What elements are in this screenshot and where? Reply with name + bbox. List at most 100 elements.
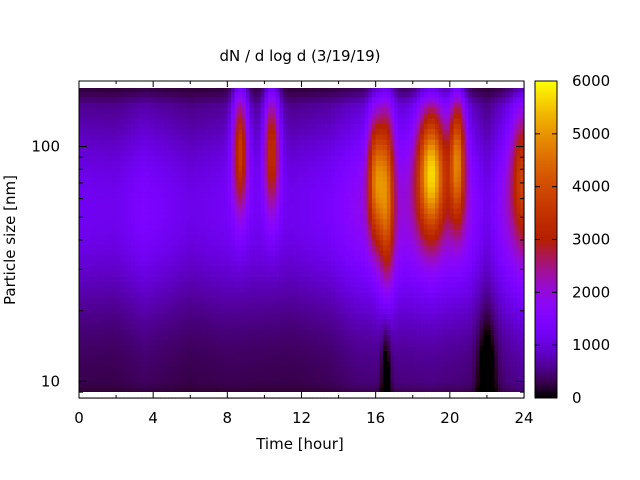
heatmap-cell xyxy=(383,186,388,193)
heatmap-cell xyxy=(297,139,303,145)
heatmap-cell xyxy=(234,112,240,119)
heatmap-cell xyxy=(101,218,106,225)
heatmap-cell xyxy=(253,102,258,109)
heatmap-cell xyxy=(156,197,162,204)
heatmap-cell xyxy=(331,313,336,320)
heatmap-cell xyxy=(171,302,177,309)
heatmap-cell xyxy=(364,191,369,198)
heatmap-cell xyxy=(190,308,195,315)
heatmap-cell xyxy=(186,329,191,336)
heatmap-cell xyxy=(208,86,214,93)
heatmap-cell xyxy=(127,244,132,251)
heatmap-cell xyxy=(282,308,288,315)
heatmap-cell xyxy=(308,387,314,394)
heatmap-cell xyxy=(216,371,221,378)
heatmap-cell xyxy=(227,297,232,304)
heatmap-cell xyxy=(238,234,243,241)
heatmap-cell xyxy=(86,144,91,151)
heatmap-cell xyxy=(290,366,295,373)
heatmap-cell xyxy=(379,107,384,114)
heatmap-cell xyxy=(119,207,125,214)
heatmap-cell xyxy=(242,387,247,394)
heatmap-cell xyxy=(149,366,154,373)
heatmap-cell xyxy=(223,91,228,98)
heatmap-cell xyxy=(331,181,336,188)
heatmap-cell xyxy=(353,207,358,214)
heatmap-cell xyxy=(175,318,180,325)
heatmap-cell xyxy=(260,361,266,367)
heatmap-cell xyxy=(231,149,236,156)
heatmap-cell xyxy=(171,260,177,267)
heatmap-cell xyxy=(379,334,384,341)
heatmap-cell xyxy=(279,361,284,367)
heatmap-cell xyxy=(353,308,358,315)
heatmap-cell xyxy=(175,376,180,383)
heatmap-cell xyxy=(212,160,217,167)
heatmap-cell xyxy=(375,228,380,235)
heatmap-cell xyxy=(112,186,117,193)
heatmap-cell xyxy=(142,324,147,330)
heatmap-cell xyxy=(231,250,236,256)
heatmap-cell xyxy=(320,223,325,230)
heatmap-cell xyxy=(164,297,169,304)
heatmap-cell xyxy=(116,382,121,389)
heatmap-cell xyxy=(145,91,151,98)
heatmap-cell xyxy=(305,276,310,283)
heatmap-cell xyxy=(164,324,169,330)
heatmap-cell xyxy=(82,107,88,114)
heatmap-cell xyxy=(175,308,180,315)
heatmap-cell xyxy=(386,382,392,389)
heatmap-cell xyxy=(320,302,325,309)
heatmap-cell xyxy=(383,234,388,241)
heatmap-cell xyxy=(93,128,99,135)
heatmap-cell xyxy=(212,371,217,378)
heatmap-cell xyxy=(349,107,355,114)
heatmap-cell xyxy=(134,144,139,151)
heatmap-cell xyxy=(257,165,262,172)
heatmap-cell xyxy=(334,308,340,315)
heatmap-cell xyxy=(205,318,210,325)
heatmap-cell xyxy=(238,91,243,98)
heatmap-cell xyxy=(279,117,284,124)
heatmap-cell xyxy=(145,128,151,135)
heatmap-cell xyxy=(116,144,121,151)
heatmap-cell xyxy=(331,376,336,383)
heatmap-cell xyxy=(82,371,88,378)
heatmap-cell xyxy=(368,371,373,378)
heatmap-cell xyxy=(97,250,102,256)
heatmap-cell xyxy=(138,86,143,93)
heatmap-cell xyxy=(190,265,195,272)
heatmap-cell xyxy=(286,239,291,246)
heatmap-cell xyxy=(216,191,221,198)
heatmap-cell xyxy=(305,123,310,130)
heatmap-cell xyxy=(320,186,325,193)
heatmap-cell xyxy=(168,197,173,204)
heatmap-cell xyxy=(308,128,314,135)
heatmap-cell xyxy=(375,376,380,383)
heatmap-cell xyxy=(171,170,177,177)
heatmap-cell xyxy=(160,91,165,98)
heatmap-cell xyxy=(116,191,121,198)
heatmap-cell xyxy=(290,345,295,352)
heatmap-cell xyxy=(97,112,102,119)
heatmap-cell xyxy=(282,223,288,230)
heatmap-cell xyxy=(349,213,355,219)
heatmap-cell xyxy=(219,96,225,103)
heatmap-cell xyxy=(116,181,121,188)
heatmap-cell xyxy=(156,117,162,124)
heatmap-cell xyxy=(375,366,380,373)
heatmap-cell xyxy=(275,154,280,161)
heatmap-cell xyxy=(86,350,91,357)
heatmap-cell xyxy=(316,265,321,272)
heatmap-cell xyxy=(197,271,202,278)
heatmap-cell xyxy=(286,160,291,167)
heatmap-cell xyxy=(208,128,214,135)
heatmap-cell xyxy=(253,86,258,93)
heatmap-cell xyxy=(342,176,347,182)
heatmap-cell xyxy=(116,223,121,230)
heatmap-cell xyxy=(175,324,180,330)
heatmap-cell xyxy=(231,260,236,267)
heatmap-cell xyxy=(327,265,332,272)
heatmap-cell xyxy=(138,255,143,262)
heatmap-cell xyxy=(104,191,110,198)
